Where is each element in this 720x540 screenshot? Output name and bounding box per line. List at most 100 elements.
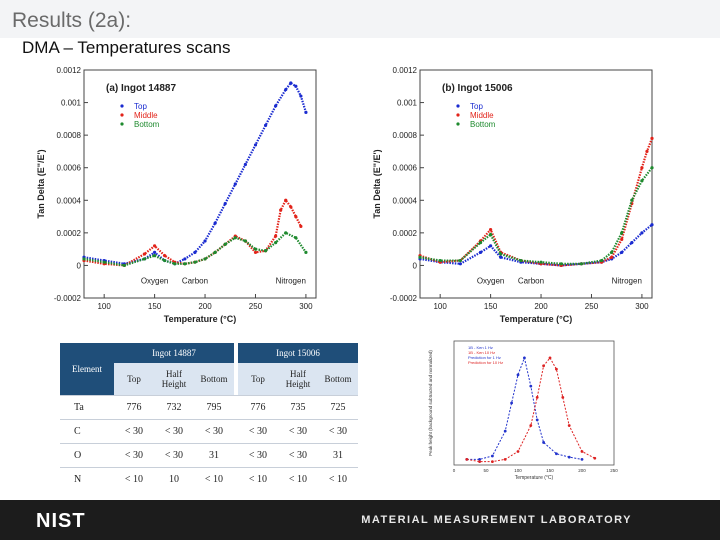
data-point [253,247,258,251]
x-tick-label: 100 [514,468,522,473]
legend-marker [120,104,124,108]
data-point [438,258,442,263]
x-tick-label: 300 [635,302,649,311]
data-point [253,250,258,254]
data-point [491,460,494,464]
y-tick-label: 0.0012 [57,66,82,75]
column-header: Bottom [318,363,358,396]
data-point [561,395,565,399]
data-point [516,373,520,377]
data-point [519,258,523,263]
table-cell: 10 [154,467,194,491]
data-point [253,143,258,147]
y-tick-label: 0.001 [61,99,82,108]
peak-annotation: Oxygen [477,277,505,286]
data-point [299,94,303,98]
x-tick-label: 150 [484,302,498,311]
x-tick-label: 300 [299,302,313,311]
peak-annotation: Carbon [518,277,544,286]
data-point [304,250,308,254]
y-tick-label: 0.0002 [393,229,418,238]
x-tick-label: 200 [578,468,586,473]
legend-label: Bottom [134,120,160,129]
data-point [458,262,462,266]
legend-label: Top [134,102,147,111]
data-point [630,198,634,202]
data-point [478,460,481,464]
table-cell: 776 [238,395,278,420]
data-point [223,201,227,206]
data-point [630,241,634,245]
table-row: Ta 776 732 795 776 735 725 [60,395,358,420]
data-point [274,234,278,238]
chart-title: (b) Ingot 15006 [442,83,513,94]
data-point [153,244,157,248]
row-element: Ta [60,395,114,420]
data-point [535,418,539,422]
group-gap [234,343,238,363]
data-point [142,252,147,256]
data-point [213,250,217,254]
legend-label: Prediction for 1 Hz [468,355,501,360]
table-cell: 31 [194,443,234,468]
group-gap [234,443,238,468]
table-cell: < 10 [318,467,358,491]
table-cell: 735 [278,395,318,420]
legend-label: Middle [470,111,494,120]
chart-peak-height: 0 50 100 150 200 250 Temperature (°C) Peak heig… [428,340,618,481]
data-point [289,81,293,85]
y-axis-label: Tan Delta (E"/E') [372,149,382,218]
x-axis-label: Temperature (°C) [515,475,554,481]
table-cell: 776 [114,395,154,420]
data-point [620,231,624,235]
data-point [610,255,614,259]
data-point [465,457,469,461]
data-point [499,252,503,256]
chart-ingot-14887: -0.0002 0 0.0002 0.0004 0.0006 0.0008 0.001 0.0… [36,66,317,324]
data-point [243,239,247,243]
data-point [478,250,483,254]
legend-label: 1B - Ken 1 Hz [468,345,493,350]
x-tick-label: 50 [483,468,489,473]
data-point [640,166,644,170]
data-point [299,224,303,228]
legend-label: Bottom [470,120,496,129]
data-point [503,457,507,461]
y-tick-label: 0.0012 [393,66,418,75]
group-header-ingot-15006: Ingot 15006 [238,343,358,363]
row-element: C [60,419,114,444]
column-header: Top [238,363,278,396]
series-line [419,223,653,267]
data-point [489,232,493,237]
data-point [567,424,571,427]
legend-label: Middle [134,111,158,120]
series-line [419,167,653,265]
x-axis-label: Temperature (°C) [500,314,572,324]
data-point [516,450,520,453]
table-cell: < 30 [114,419,154,444]
table-cell: < 30 [154,443,194,468]
data-point [555,452,558,456]
data-point [645,149,649,154]
y-tick-label: 0.0002 [57,229,82,238]
data-point [539,260,543,264]
table-cell: < 10 [194,467,234,491]
data-point [153,250,157,254]
data-point [274,241,278,245]
data-point [284,198,288,202]
series-line [419,138,654,267]
data-point [593,456,597,460]
data-point [458,258,462,263]
y-tick-label: 0.0006 [393,164,418,173]
lab-name: MATERIAL MEASUREMENT LABORATORY [361,514,632,526]
data-point [548,356,552,360]
data-point [203,257,207,261]
data-point [567,455,571,459]
data-point [503,429,507,433]
data-point [650,166,654,170]
group-gap [234,395,238,420]
legend-marker [456,122,460,126]
data-point [599,258,604,263]
legend-marker [456,113,460,117]
data-point [142,257,147,261]
